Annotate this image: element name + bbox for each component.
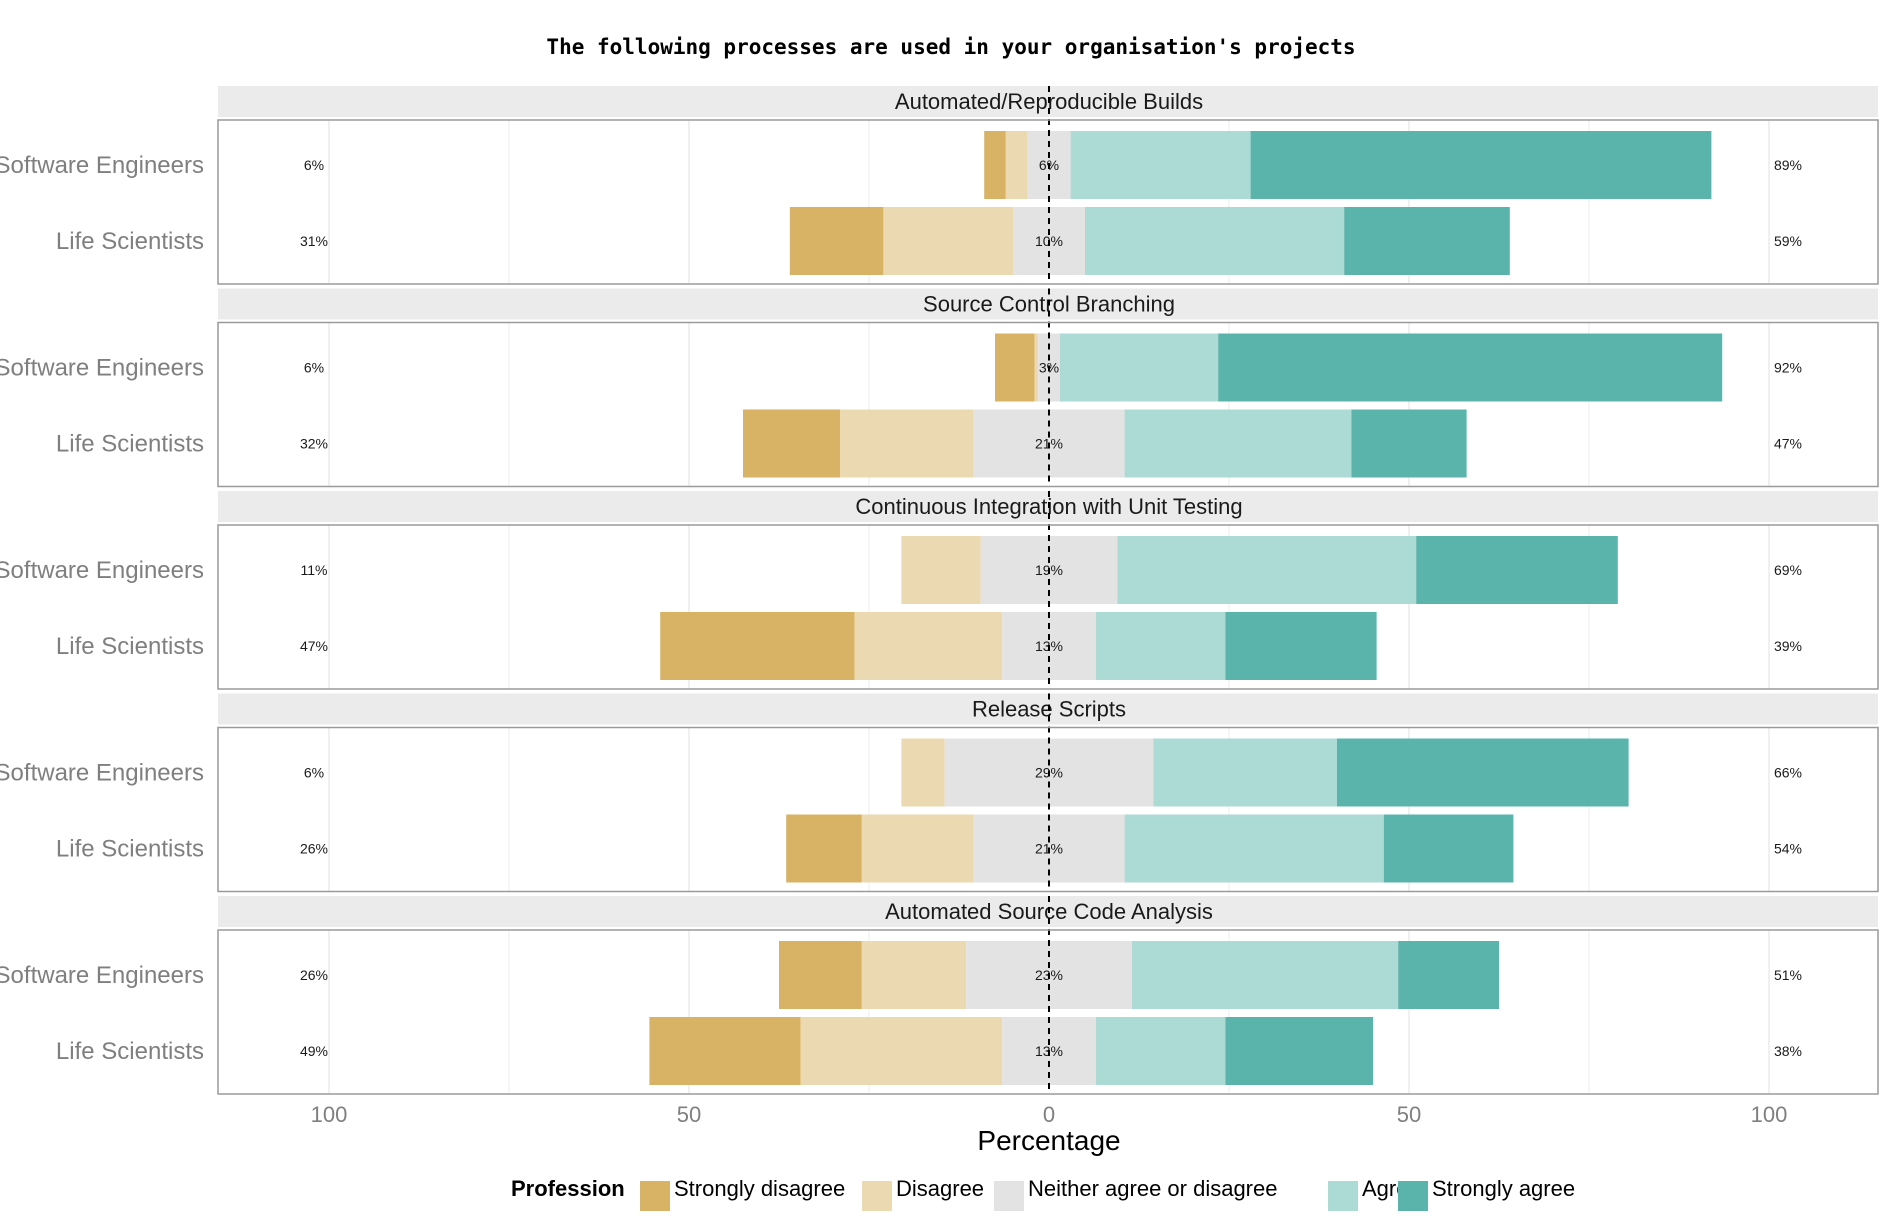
panel-border bbox=[217, 929, 1879, 1095]
bar-segment-strongly-agree bbox=[1351, 409, 1467, 478]
panel-border bbox=[217, 726, 1879, 893]
bar-segment-strongly-agree bbox=[1383, 814, 1514, 883]
right-percent-label: 51% bbox=[1774, 967, 1802, 983]
right-percent-label: 69% bbox=[1774, 562, 1802, 578]
bar-segment-agree bbox=[1059, 333, 1219, 402]
row-label: Software Engineers bbox=[0, 760, 204, 787]
right-percent-label: 66% bbox=[1774, 765, 1802, 781]
bar-segment-disagree bbox=[861, 814, 974, 883]
bar-segment-disagree bbox=[901, 738, 945, 807]
bar-segment-strongly-agree bbox=[1337, 738, 1629, 807]
row-label: Life Scientists bbox=[56, 836, 204, 863]
bar-segment-disagree bbox=[901, 536, 981, 604]
left-percent-label: 49% bbox=[300, 1043, 328, 1059]
row-label: Life Scientists bbox=[56, 1038, 204, 1065]
panel-border bbox=[217, 119, 1879, 285]
left-percent-label: 31% bbox=[300, 233, 328, 249]
right-percent-label: 89% bbox=[1774, 157, 1802, 173]
bar-segment-disagree bbox=[883, 207, 1013, 275]
bar-segment-strongly-agree bbox=[1225, 1017, 1373, 1085]
right-percent-label: 92% bbox=[1774, 360, 1802, 376]
bar-segment-disagree bbox=[800, 1017, 1003, 1085]
bar-segment-strongly-agree bbox=[1218, 333, 1723, 402]
row-label: Software Engineers bbox=[0, 962, 204, 989]
bar-segment-disagree bbox=[1034, 333, 1039, 402]
right-percent-label: 39% bbox=[1774, 638, 1802, 654]
left-percent-label: 32% bbox=[300, 436, 328, 452]
chart-title: The following processes are used in your… bbox=[546, 35, 1355, 59]
left-percent-label: 6% bbox=[304, 157, 324, 173]
legend-swatch bbox=[1328, 1181, 1358, 1211]
bar-segment-agree bbox=[1095, 1017, 1226, 1085]
bar-segment-strongly-disagree bbox=[995, 333, 1035, 402]
bar-segment-agree bbox=[1124, 409, 1352, 478]
left-percent-label: 26% bbox=[300, 967, 328, 983]
row-label: Life Scientists bbox=[56, 431, 204, 458]
x-tick-label: 50 bbox=[677, 1102, 701, 1127]
right-percent-label: 47% bbox=[1774, 436, 1802, 452]
bar-segment-strongly-disagree bbox=[786, 814, 862, 883]
bar-segment-strongly-disagree bbox=[984, 131, 1006, 199]
bar-segment-agree bbox=[1124, 814, 1384, 883]
legend-swatch bbox=[862, 1181, 892, 1211]
row-label: Life Scientists bbox=[56, 633, 204, 660]
bar-segment-agree bbox=[1131, 941, 1399, 1009]
bar-segment-strongly-disagree bbox=[779, 941, 862, 1009]
row-label: Life Scientists bbox=[56, 228, 204, 255]
x-tick-label: 50 bbox=[1397, 1102, 1421, 1127]
bar-segment-agree bbox=[1117, 536, 1417, 604]
right-percent-label: 59% bbox=[1774, 233, 1802, 249]
x-axis: 100 50 0 50 100 bbox=[311, 1102, 1788, 1127]
panel-border bbox=[217, 524, 1879, 690]
panel-border bbox=[217, 321, 1879, 488]
bar-segment-strongly-agree bbox=[1416, 536, 1618, 604]
bar-segment-disagree bbox=[854, 612, 1003, 680]
x-tick-label: 0 bbox=[1043, 1102, 1055, 1127]
legend-label: Neither agree or disagree bbox=[1028, 1176, 1277, 1201]
left-percent-label: 6% bbox=[304, 765, 324, 781]
x-tick-label: 100 bbox=[1751, 1102, 1788, 1127]
legend-label: Strongly disagree bbox=[674, 1176, 845, 1201]
bar-segment-strongly-disagree bbox=[743, 409, 841, 478]
bar-segment-strongly-agree bbox=[1225, 612, 1377, 680]
legend-label: Disagree bbox=[896, 1176, 984, 1201]
bar-segment-disagree bbox=[1005, 131, 1028, 199]
bar-segment-strongly-disagree bbox=[649, 1017, 801, 1085]
legend-title: Profession bbox=[511, 1176, 625, 1201]
bar-segment-agree bbox=[1070, 131, 1251, 199]
row-label: Software Engineers bbox=[0, 152, 204, 179]
left-percent-label: 6% bbox=[304, 360, 324, 376]
right-percent-label: 38% bbox=[1774, 1043, 1802, 1059]
legend-swatch bbox=[1398, 1181, 1428, 1211]
bar-segment-disagree bbox=[840, 409, 974, 478]
left-percent-label: 26% bbox=[300, 841, 328, 857]
bar-segment-agree bbox=[1153, 738, 1337, 807]
bar-segment-disagree bbox=[861, 941, 967, 1009]
legend-label: Strongly agree bbox=[1432, 1176, 1575, 1201]
legend-swatch bbox=[994, 1181, 1024, 1211]
row-label: Software Engineers bbox=[0, 557, 204, 584]
bar-segment-strongly-agree bbox=[1398, 941, 1499, 1009]
x-axis-label: Percentage bbox=[977, 1125, 1120, 1156]
row-label: Software Engineers bbox=[0, 355, 204, 382]
left-percent-label: 11% bbox=[301, 562, 328, 578]
right-percent-label: 54% bbox=[1774, 841, 1802, 857]
left-percent-label: 47% bbox=[300, 638, 328, 654]
legend: Profession Strongly disagree Disagree Neith… bbox=[511, 1176, 1575, 1211]
facet-panel: Continuous Integration with Unit Testing… bbox=[0, 491, 1879, 690]
legend-swatch bbox=[640, 1181, 670, 1211]
bar-segment-strongly-disagree bbox=[789, 207, 884, 275]
bar-segment-agree bbox=[1085, 207, 1345, 275]
bar-segment-agree bbox=[1095, 612, 1226, 680]
bar-segment-strongly-disagree bbox=[660, 612, 855, 680]
x-tick-label: 100 bbox=[311, 1102, 348, 1127]
bar-segment-strongly-agree bbox=[1250, 131, 1712, 199]
bar-segment-strongly-agree bbox=[1344, 207, 1510, 275]
